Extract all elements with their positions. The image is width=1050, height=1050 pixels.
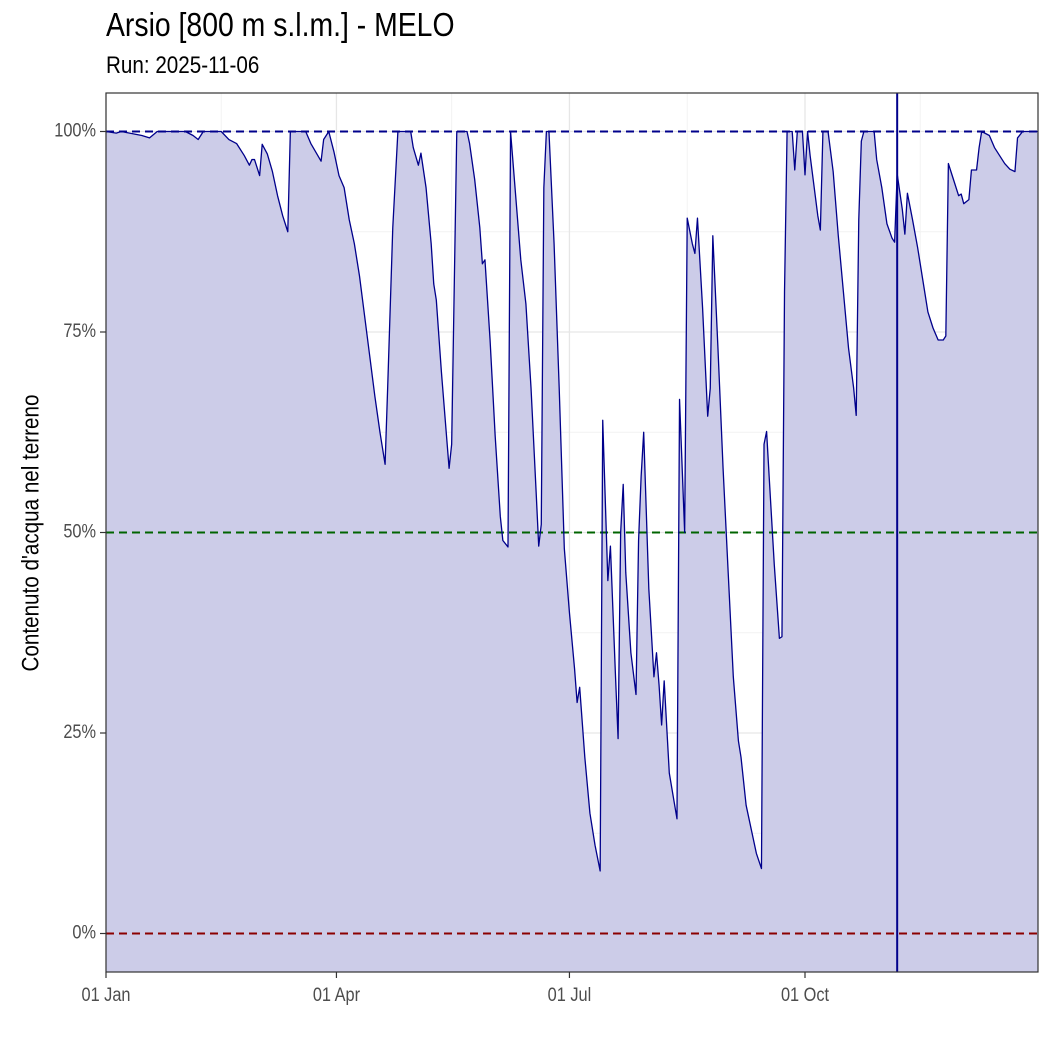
soil-moisture-area — [106, 131, 1038, 972]
y-axis-title: Contenuto d'acqua nel terreno — [17, 395, 44, 672]
chart-subtitle: Run: 2025-11-06 — [106, 52, 260, 79]
y-tick-label: 50% — [63, 520, 96, 541]
y-tick-label: 75% — [63, 320, 96, 341]
x-tick-label: 01 Jan — [81, 984, 130, 1005]
y-tick-label: 100% — [54, 119, 96, 140]
y-axis: 0% 25% 50% 75% 100% — [54, 119, 106, 943]
x-tick-label: 01 Jul — [548, 984, 592, 1005]
y-tick-label: 0% — [72, 921, 96, 942]
x-tick-label: 01 Apr — [313, 984, 360, 1005]
x-tick-label: 01 Oct — [781, 984, 829, 1005]
soil-moisture-line — [105, 130, 1038, 872]
y-tick-label: 25% — [63, 721, 96, 742]
chart-title: Arsio [800 m s.l.m.] - MELO — [106, 6, 455, 43]
x-axis: 01 Jan 01 Apr 01 Jul 01 Oct — [81, 972, 829, 1005]
